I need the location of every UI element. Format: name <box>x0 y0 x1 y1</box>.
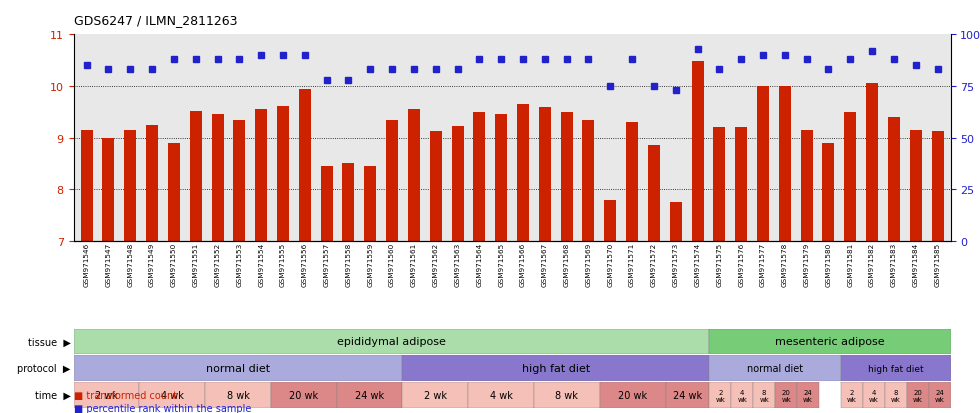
Bar <box>888 118 900 242</box>
Bar <box>473 113 485 242</box>
Bar <box>561 113 572 242</box>
Bar <box>779 87 791 242</box>
Text: 2 wk: 2 wk <box>423 390 447 400</box>
Text: 24
wk: 24 wk <box>804 389 813 402</box>
Text: GDS6247 / ILMN_2811263: GDS6247 / ILMN_2811263 <box>74 14 237 27</box>
Text: 20
wk: 20 wk <box>781 389 791 402</box>
Text: 20 wk: 20 wk <box>289 390 318 400</box>
Bar <box>801 131 812 242</box>
Text: 24 wk: 24 wk <box>673 390 702 400</box>
Bar <box>146 126 158 242</box>
Bar <box>582 120 595 242</box>
Bar <box>605 200 616 242</box>
Bar <box>190 112 202 242</box>
Text: high fat diet: high fat diet <box>868 364 923 373</box>
Text: 8
wk: 8 wk <box>891 389 901 402</box>
Bar <box>74 356 403 381</box>
Text: 24 wk: 24 wk <box>355 390 384 400</box>
Text: 4
wk: 4 wk <box>737 389 747 402</box>
Bar <box>844 113 857 242</box>
Bar <box>669 203 682 242</box>
Text: mesenteric adipose: mesenteric adipose <box>775 337 885 347</box>
Bar <box>932 132 944 242</box>
Bar <box>74 329 710 354</box>
Bar <box>710 329 951 354</box>
Bar <box>212 115 223 242</box>
Bar <box>102 138 115 242</box>
Text: 2 wk: 2 wk <box>95 390 118 400</box>
Bar <box>626 123 638 242</box>
Bar <box>754 382 775 408</box>
Bar <box>74 382 139 408</box>
Bar <box>665 382 710 408</box>
Bar <box>277 107 289 242</box>
Bar <box>863 382 885 408</box>
Text: normal diet: normal diet <box>206 363 270 373</box>
Bar <box>534 382 600 408</box>
Text: ■ transformed count: ■ transformed count <box>74 390 176 400</box>
Bar <box>408 110 419 242</box>
Bar <box>909 131 922 242</box>
Bar <box>337 382 403 408</box>
Text: 8 wk: 8 wk <box>556 390 578 400</box>
Text: 8 wk: 8 wk <box>226 390 249 400</box>
Bar <box>735 128 747 242</box>
Bar <box>205 382 270 408</box>
Bar <box>757 87 769 242</box>
Bar <box>320 167 332 242</box>
Bar <box>600 382 665 408</box>
Bar <box>168 143 180 242</box>
Bar <box>403 382 468 408</box>
Bar <box>124 131 136 242</box>
Bar <box>710 356 841 381</box>
Bar <box>403 356 710 381</box>
Text: 24
wk: 24 wk <box>935 389 945 402</box>
Bar <box>648 146 660 242</box>
Text: time  ▶: time ▶ <box>34 390 71 400</box>
Text: normal diet: normal diet <box>747 363 804 373</box>
Bar <box>929 382 951 408</box>
Bar <box>841 382 863 408</box>
Text: 4 wk: 4 wk <box>490 390 513 400</box>
Bar <box>539 107 551 242</box>
Text: 20
wk: 20 wk <box>912 389 922 402</box>
Bar <box>468 382 534 408</box>
Text: high fat diet: high fat diet <box>521 363 590 373</box>
Bar <box>775 382 797 408</box>
Bar <box>906 382 929 408</box>
Bar <box>841 356 951 381</box>
Bar <box>866 84 878 242</box>
Text: 4
wk: 4 wk <box>869 389 879 402</box>
Text: protocol  ▶: protocol ▶ <box>18 363 71 373</box>
Text: 8
wk: 8 wk <box>760 389 769 402</box>
Bar <box>139 382 205 408</box>
Bar <box>429 132 442 242</box>
Text: 2
wk: 2 wk <box>715 389 725 402</box>
Text: ■ percentile rank within the sample: ■ percentile rank within the sample <box>74 403 251 413</box>
Bar <box>452 127 464 242</box>
Bar <box>495 115 507 242</box>
Bar <box>299 89 311 242</box>
Bar <box>342 163 355 242</box>
Text: 4 wk: 4 wk <box>161 390 183 400</box>
Bar <box>365 167 376 242</box>
Bar <box>731 382 754 408</box>
Text: 2
wk: 2 wk <box>847 389 857 402</box>
Bar <box>386 120 398 242</box>
Bar <box>233 120 245 242</box>
Bar <box>713 128 725 242</box>
Bar <box>270 382 337 408</box>
Bar <box>692 62 704 242</box>
Bar <box>255 110 268 242</box>
Bar <box>822 143 834 242</box>
Text: 20 wk: 20 wk <box>618 390 647 400</box>
Bar <box>517 105 529 242</box>
Text: tissue  ▶: tissue ▶ <box>27 337 71 347</box>
Text: epididymal adipose: epididymal adipose <box>337 337 446 347</box>
Bar <box>797 382 819 408</box>
Bar <box>885 382 907 408</box>
Bar <box>80 131 92 242</box>
Bar <box>710 382 731 408</box>
